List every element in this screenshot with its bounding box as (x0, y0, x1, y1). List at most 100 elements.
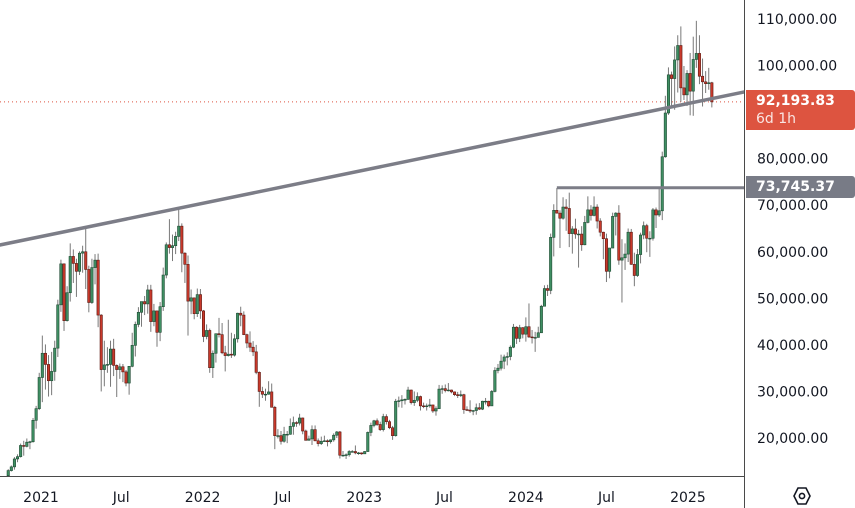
candle[interactable] (490, 390, 494, 407)
candle[interactable] (400, 395, 404, 408)
candle[interactable] (443, 384, 447, 393)
candle[interactable] (403, 398, 407, 405)
candle[interactable] (406, 386, 410, 400)
candle[interactable] (657, 188, 661, 217)
candle[interactable] (171, 234, 175, 262)
candle[interactable] (96, 253, 100, 328)
candle[interactable] (211, 350, 215, 378)
candle[interactable] (313, 425, 317, 442)
candle[interactable] (567, 192, 571, 248)
candle[interactable] (270, 383, 274, 408)
candle[interactable] (608, 247, 612, 279)
candle[interactable] (471, 410, 475, 416)
candle[interactable] (152, 303, 156, 327)
candle[interactable] (180, 223, 184, 273)
candle[interactable] (542, 285, 546, 307)
candle[interactable] (642, 221, 646, 240)
candle[interactable] (329, 439, 333, 444)
candle[interactable] (90, 258, 94, 304)
candle[interactable] (539, 304, 543, 334)
candle[interactable] (99, 314, 103, 392)
candle[interactable] (632, 252, 636, 287)
candle[interactable] (136, 307, 140, 328)
candle[interactable] (121, 363, 125, 383)
candle[interactable] (391, 425, 395, 440)
candle[interactable] (555, 187, 559, 214)
candle[interactable] (28, 440, 32, 450)
candle[interactable] (694, 20, 698, 68)
candle[interactable] (112, 338, 116, 377)
candle[interactable] (679, 26, 683, 102)
candle[interactable] (459, 390, 463, 398)
candle[interactable] (319, 436, 323, 445)
candle[interactable] (43, 344, 47, 390)
candle[interactable] (515, 326, 519, 344)
candle[interactable] (16, 454, 20, 463)
candle[interactable] (93, 254, 97, 285)
candle[interactable] (217, 317, 221, 338)
candle[interactable] (155, 310, 159, 347)
candle[interactable] (381, 413, 385, 432)
candle[interactable] (676, 35, 680, 93)
candle[interactable] (431, 404, 435, 413)
candle[interactable] (133, 321, 137, 357)
candle[interactable] (279, 431, 283, 445)
candle[interactable] (37, 372, 41, 411)
candle[interactable] (62, 263, 66, 331)
candle[interactable] (198, 289, 202, 319)
candle[interactable] (325, 439, 329, 447)
candle[interactable] (387, 419, 391, 430)
candle[interactable] (508, 345, 512, 361)
candle[interactable] (189, 289, 193, 315)
candle[interactable] (363, 451, 367, 455)
candle[interactable] (350, 450, 354, 453)
candle[interactable] (645, 223, 649, 253)
candle[interactable] (118, 363, 122, 379)
candle[interactable] (499, 354, 503, 371)
candle[interactable] (629, 228, 633, 265)
chart-settings-button[interactable] (790, 484, 814, 508)
candle[interactable] (177, 209, 181, 242)
candle[interactable] (623, 243, 627, 270)
candle[interactable] (59, 259, 63, 312)
candle[interactable] (310, 425, 314, 445)
candle[interactable] (397, 396, 401, 408)
candle[interactable] (65, 286, 69, 322)
candle[interactable] (688, 52, 692, 116)
candle[interactable] (524, 317, 528, 342)
candle[interactable] (127, 365, 131, 395)
candle[interactable] (707, 67, 711, 90)
candle[interactable] (202, 309, 206, 343)
candle[interactable] (462, 393, 466, 414)
candle[interactable] (239, 306, 243, 327)
candle[interactable] (651, 207, 655, 241)
candle[interactable] (564, 199, 568, 231)
candle[interactable] (592, 196, 596, 217)
candle[interactable] (654, 207, 658, 229)
candle[interactable] (298, 413, 302, 426)
candle[interactable] (229, 332, 233, 358)
candle[interactable] (71, 249, 75, 283)
candle[interactable] (412, 391, 416, 406)
candle[interactable] (701, 58, 705, 107)
candle[interactable] (660, 151, 664, 221)
candle[interactable] (583, 215, 587, 246)
candle[interactable] (617, 205, 621, 265)
candle[interactable] (78, 251, 82, 276)
candle[interactable] (648, 231, 652, 257)
candle[interactable] (22, 440, 26, 456)
candle[interactable] (233, 334, 237, 357)
candle[interactable] (366, 431, 370, 452)
candle[interactable] (378, 421, 382, 432)
candle[interactable] (418, 395, 422, 411)
candle[interactable] (294, 421, 298, 427)
candle[interactable] (164, 242, 168, 279)
candle[interactable] (502, 354, 506, 370)
candle[interactable] (19, 443, 23, 458)
candle[interactable] (682, 65, 686, 100)
candle[interactable] (9, 465, 13, 472)
candle[interactable] (130, 332, 134, 368)
candle[interactable] (87, 265, 91, 313)
candle[interactable] (369, 422, 373, 437)
candle[interactable] (561, 197, 565, 220)
